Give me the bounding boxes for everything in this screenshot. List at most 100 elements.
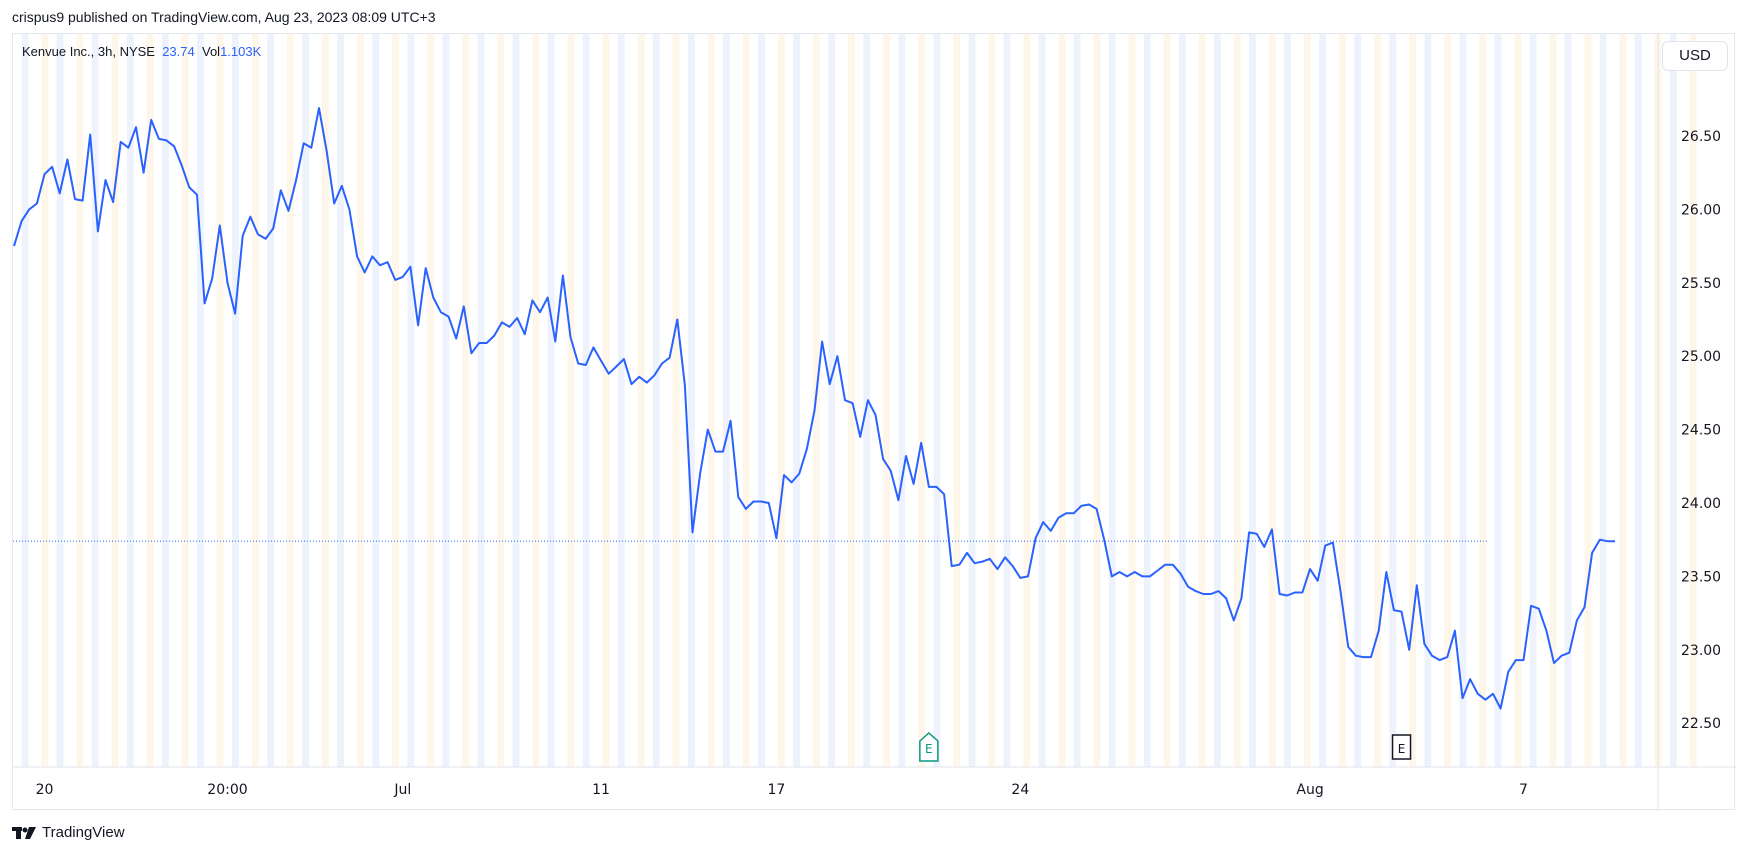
time-tick-label: 20	[36, 782, 54, 798]
price-tick-label: 25.50	[1681, 276, 1721, 292]
postmarket-band	[251, 34, 259, 767]
premarket-band	[1319, 34, 1327, 767]
premarket-band	[828, 34, 836, 767]
symbol-info: Kenvue Inc., 3h, NYSE	[22, 44, 155, 59]
postmarket-band	[602, 34, 610, 767]
time-tick-label: 11	[592, 782, 610, 798]
price-tick-label: 23.00	[1681, 643, 1721, 659]
postmarket-band	[1233, 34, 1241, 767]
symbol-legend: Kenvue Inc., 3h, NYSE 23.74 Vol1.103K	[22, 44, 261, 59]
postmarket-band	[76, 34, 84, 767]
earnings-icon	[1391, 734, 1412, 760]
premarket-band	[1178, 34, 1186, 767]
postmarket-band	[1339, 34, 1346, 767]
postmarket-band	[146, 34, 154, 767]
postmarket-band	[357, 34, 364, 767]
price-tick-label: 24.00	[1681, 496, 1721, 512]
postmarket-band	[1689, 34, 1697, 767]
currency-button[interactable]: USD	[1662, 41, 1728, 71]
premarket-band	[863, 34, 871, 767]
postmarket-band	[1374, 34, 1381, 767]
time-tick-label: 7	[1519, 782, 1528, 798]
premarket-band	[372, 34, 380, 767]
time-tick-label: 20:00	[207, 782, 247, 798]
premarket-band	[56, 34, 64, 767]
postmarket-band	[1163, 34, 1171, 767]
postmarket-band	[567, 34, 575, 767]
time-tick-label: 24	[1011, 782, 1029, 798]
chart-frame[interactable]: 26.50 26.00 25.50 25.00 24.50 24.00 23.50 23.00…	[12, 33, 1736, 811]
postmarket-band	[1619, 34, 1627, 767]
premarket-band	[933, 34, 941, 767]
premarket-band	[1494, 34, 1502, 767]
price-tick-label: 23.50	[1681, 569, 1721, 585]
time-tick-label: Aug	[1296, 782, 1323, 798]
postmarket-band	[1093, 34, 1101, 767]
earnings-label: E	[1398, 742, 1406, 756]
postmarket-band	[427, 34, 435, 767]
premarket-band	[1249, 34, 1256, 767]
postmarket-band	[286, 34, 294, 767]
premarket-band	[617, 34, 625, 767]
price-tick-label: 24.50	[1681, 423, 1721, 439]
premarket-band	[512, 34, 520, 767]
premarket-band	[232, 34, 239, 767]
premarket-band	[477, 34, 485, 767]
premarket-band	[793, 34, 801, 767]
premarket-band	[723, 34, 730, 767]
price-tick-label: 22.50	[1681, 716, 1721, 732]
price-tick-label: 26.00	[1681, 202, 1721, 218]
postmarket-band	[497, 34, 505, 767]
premarket-band	[1003, 34, 1011, 767]
postmarket-band	[1268, 34, 1276, 767]
premarket-band	[1599, 34, 1607, 767]
postmarket-band	[216, 34, 224, 767]
premarket-band	[1529, 34, 1537, 767]
premarket-band	[1143, 34, 1151, 767]
premarket-band	[161, 34, 169, 767]
published-caption: crispus9 published on TradingView.com, A…	[12, 9, 436, 25]
premarket-band	[758, 34, 765, 767]
price-tick-label: 26.50	[1681, 129, 1721, 145]
earnings-label: E	[925, 742, 933, 756]
premarket-band	[687, 34, 695, 767]
premarket-band	[652, 34, 660, 767]
postmarket-band	[918, 34, 926, 767]
postmarket-band	[532, 34, 540, 767]
postmarket-band	[1479, 34, 1487, 767]
postmarket-band	[181, 34, 189, 767]
volume-value: 1.103K	[220, 44, 262, 59]
premarket-band	[1038, 34, 1046, 767]
postmarket-band	[707, 34, 715, 767]
time-tick-label: 17	[767, 782, 785, 798]
tradingview-logo-icon	[12, 826, 36, 839]
earnings-marker[interactable]: E	[919, 731, 939, 762]
postmarket-band	[637, 34, 645, 767]
earnings-icon	[919, 731, 939, 762]
postmarket-band	[672, 34, 680, 767]
premarket-band	[1669, 34, 1677, 767]
postmarket-band	[1549, 34, 1557, 767]
premarket-band	[1389, 34, 1397, 767]
price-chart[interactable]: 26.50 26.00 25.50 25.00 24.50 24.00 23.50 23.00…	[13, 34, 1736, 811]
session-bands	[21, 34, 1697, 767]
postmarket-band	[883, 34, 890, 767]
premarket-band	[1213, 34, 1221, 767]
premarket-band	[547, 34, 555, 767]
postmarket-band	[111, 34, 119, 767]
premarket-band	[1108, 34, 1116, 767]
premarket-band	[968, 34, 976, 767]
postmarket-band	[1444, 34, 1452, 767]
postmarket-band	[1058, 34, 1066, 767]
premarket-band	[1634, 34, 1642, 767]
earnings-marker[interactable]: E	[1391, 734, 1412, 760]
premarket-band	[1424, 34, 1432, 767]
premarket-band	[91, 34, 99, 767]
premarket-band	[1459, 34, 1467, 767]
tradingview-logo[interactable]: TradingView	[12, 824, 125, 841]
postmarket-band	[322, 34, 329, 767]
premarket-band	[1073, 34, 1081, 767]
brand-name: TradingView	[42, 824, 125, 841]
time-tick-label: Jul	[393, 782, 411, 798]
